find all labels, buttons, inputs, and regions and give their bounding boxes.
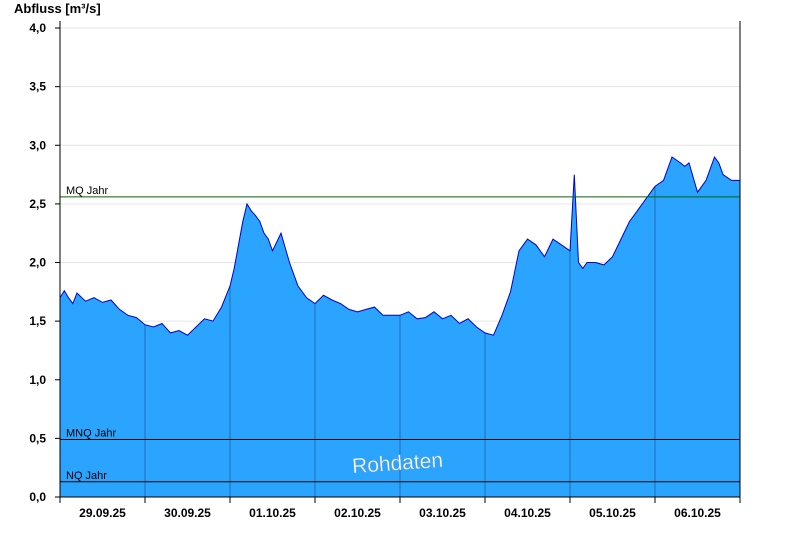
y-axis-ticks: 0,0 0,5 1,0 1,5 2,0 2,5 3,0 3,5 4,0 (29, 21, 60, 504)
rohdaten-watermark: Rohdaten (351, 449, 443, 478)
y-tick-label-2: 1,0 (29, 373, 46, 387)
reference-lines: MQ Jahr MNQ Jahr NQ Jahr (60, 185, 740, 483)
discharge-line (59, 155, 740, 336)
x-tick-label-6: 05.10.25 (589, 506, 636, 520)
y-tick-label-0: 0,0 (29, 490, 46, 504)
y-tick-label-4: 2,0 (29, 256, 46, 270)
x-tick-label-2: 01.10.25 (249, 506, 296, 520)
ref-label-2: NQ Jahr (66, 470, 107, 482)
x-axis-ticks: 29.09.25 30.09.25 01.10.25 02.10.25 03.10.25… (59, 497, 741, 520)
x-tick-label-1: 30.09.25 (164, 506, 211, 520)
y-tick-label-5: 2,5 (29, 197, 46, 211)
y-tick-label-8: 4,0 (29, 21, 46, 35)
day-separators (144, 186, 656, 497)
x-tick-label-4: 03.10.25 (419, 506, 466, 520)
ref-label-0: MQ Jahr (66, 185, 109, 197)
y-tick-label-1: 0,5 (29, 431, 46, 445)
y-axis-title: Abfluss [m³/s] (14, 1, 101, 16)
y-tick-label-6: 3,0 (29, 138, 46, 152)
y-tick-label-3: 1,5 (29, 314, 46, 328)
ref-label-1: MNQ Jahr (66, 428, 116, 440)
x-tick-label-7: 06.10.25 (674, 506, 721, 520)
x-tick-label-3: 02.10.25 (334, 506, 381, 520)
x-tick-label-0: 29.09.25 (79, 506, 126, 520)
y-tick-label-7: 3,5 (29, 80, 46, 94)
x-tick-label-5: 04.10.25 (504, 506, 551, 520)
